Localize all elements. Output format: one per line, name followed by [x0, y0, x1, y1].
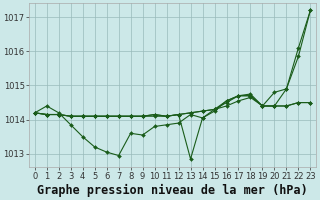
X-axis label: Graphe pression niveau de la mer (hPa): Graphe pression niveau de la mer (hPa): [37, 183, 308, 197]
